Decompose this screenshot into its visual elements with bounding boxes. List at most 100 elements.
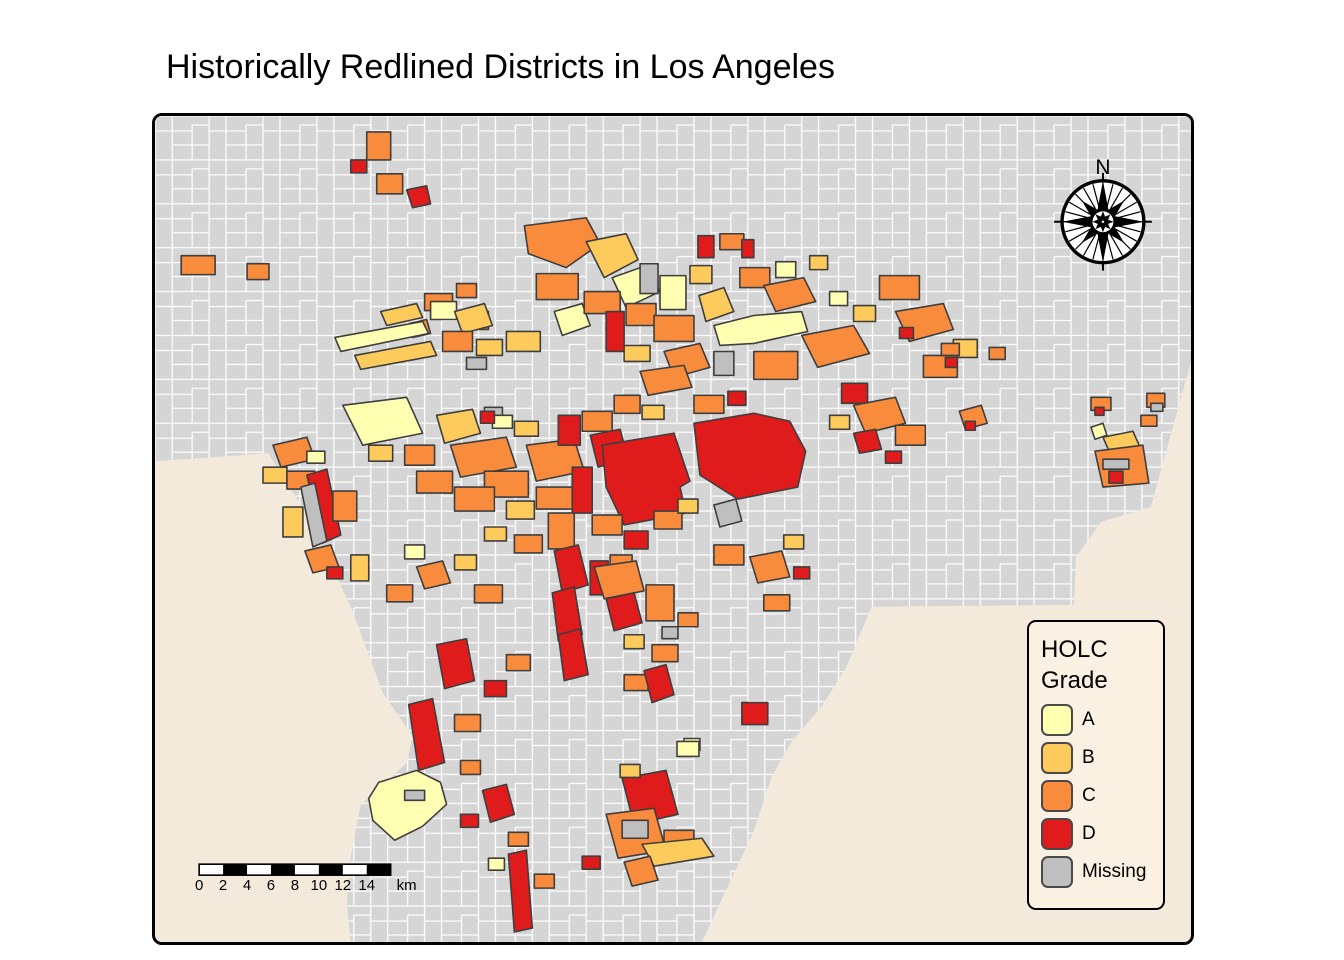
district-grade-A — [334, 320, 430, 353]
district-grade-C — [535, 486, 574, 510]
district-grade-C — [800, 324, 871, 369]
legend-items: A B C D Missing — [1041, 704, 1153, 889]
district-grade-C — [894, 424, 927, 447]
district-grade-C — [739, 266, 771, 289]
district-grade-B — [367, 444, 394, 462]
district-grade-B — [282, 506, 304, 538]
map-panel: N 0 2 4 6 8 10 12 14 km HOLC Grade A B C D Missing — [152, 113, 1194, 945]
district-grade-A — [713, 310, 809, 347]
district-grade-C — [583, 290, 621, 315]
legend-item: C — [1041, 780, 1153, 813]
district-grade-B — [677, 498, 699, 514]
district-grade-D — [693, 412, 807, 500]
district-grade-A — [367, 769, 448, 842]
district-grade-D — [852, 428, 883, 454]
district-grade-B — [619, 763, 641, 779]
district-grade-M — [403, 789, 426, 802]
district-grade-C — [762, 594, 791, 612]
legend-title-line1: HOLC — [1041, 636, 1108, 663]
legend: HOLC Grade A B C D Missing — [1027, 620, 1165, 910]
district-grade-C — [677, 611, 699, 628]
legend-item: B — [1041, 742, 1153, 775]
district-grade-C — [415, 470, 454, 494]
district-grade-C — [505, 653, 532, 672]
district-grade-D — [605, 592, 643, 632]
legend-title: HOLC Grade — [1041, 635, 1153, 696]
district-grade-D — [581, 855, 601, 870]
legend-item-label: Missing — [1082, 861, 1147, 883]
district-grade-C — [653, 510, 683, 530]
district-grade-D — [435, 637, 476, 690]
north-label: N — [1095, 156, 1110, 179]
district-grade-D — [479, 410, 496, 425]
map-title: Historically Redlined Districts in Los A… — [166, 48, 835, 86]
district-grade-D — [481, 783, 516, 824]
district-grade-C — [852, 396, 907, 435]
district-grade-C — [988, 346, 1006, 361]
district-grade-B — [435, 408, 482, 445]
legend-item: D — [1041, 818, 1153, 851]
district-grade-B — [828, 414, 851, 431]
district-grade-B — [453, 302, 494, 335]
district-grade-B — [852, 304, 877, 323]
district-grade-B — [353, 340, 438, 371]
district-grade-B — [505, 330, 542, 353]
district-grade-A — [403, 544, 426, 560]
holc-districts-layer — [180, 131, 1166, 933]
district-grade-C — [547, 512, 576, 550]
district-grade-D — [964, 420, 977, 432]
district-grade-C — [453, 486, 496, 512]
district-grade-D — [623, 530, 649, 550]
district-grade-M — [621, 819, 649, 840]
district-grade-M — [465, 356, 488, 371]
district-grade-M — [661, 625, 679, 640]
district-grade-B — [483, 526, 508, 542]
district-grade-D — [553, 544, 590, 594]
district-grade-D — [326, 566, 344, 580]
district-grade-M — [713, 350, 735, 377]
map-canvas: N 0 2 4 6 8 10 12 14 km — [155, 116, 1191, 942]
district-grade-C — [623, 855, 659, 887]
district-grade-D — [741, 701, 769, 726]
district-grade-C — [613, 394, 641, 415]
district-grade-C — [375, 173, 404, 195]
district-grade-C — [180, 254, 216, 276]
district-grade-C — [535, 272, 580, 301]
legend-swatch-D — [1041, 818, 1073, 851]
district-grade-D — [884, 450, 903, 464]
district-grade-D — [483, 679, 508, 698]
district-grade-C — [365, 131, 392, 161]
district-grade-D — [898, 326, 915, 340]
district-grade-A — [676, 740, 700, 758]
district-grade-D — [507, 849, 534, 933]
district-grade-C — [449, 436, 518, 478]
district-grade-D — [643, 663, 675, 704]
district-grade-D — [405, 185, 432, 209]
district-grade-B — [698, 286, 735, 323]
district-grade-A — [342, 396, 424, 447]
district-grade-C — [591, 514, 623, 536]
district-grade-C — [625, 302, 657, 327]
district-grade-A — [828, 290, 849, 307]
district-grade-C — [533, 873, 556, 889]
district-grade-B — [379, 302, 424, 327]
scale-tick-label: 6 — [267, 877, 275, 894]
district-grade-B — [513, 420, 540, 438]
district-grade-C — [513, 534, 544, 554]
district-grade-A — [659, 274, 687, 311]
compass-rose-icon — [1054, 172, 1152, 271]
district-grade-C — [459, 759, 482, 776]
district-grade-C — [455, 282, 478, 299]
district-grade-C — [441, 330, 474, 353]
district-grade-C — [653, 314, 695, 343]
district-grade-C — [453, 713, 482, 733]
district-grade-M — [1102, 458, 1130, 470]
district-grade-D — [792, 566, 811, 580]
legend-item: A — [1041, 704, 1153, 737]
district-grade-D — [459, 813, 480, 829]
district-grade-C — [762, 276, 817, 313]
legend-swatch-B — [1041, 742, 1073, 775]
legend-swatch-A — [1041, 704, 1073, 737]
scale-tick-label: 0 — [195, 877, 203, 894]
